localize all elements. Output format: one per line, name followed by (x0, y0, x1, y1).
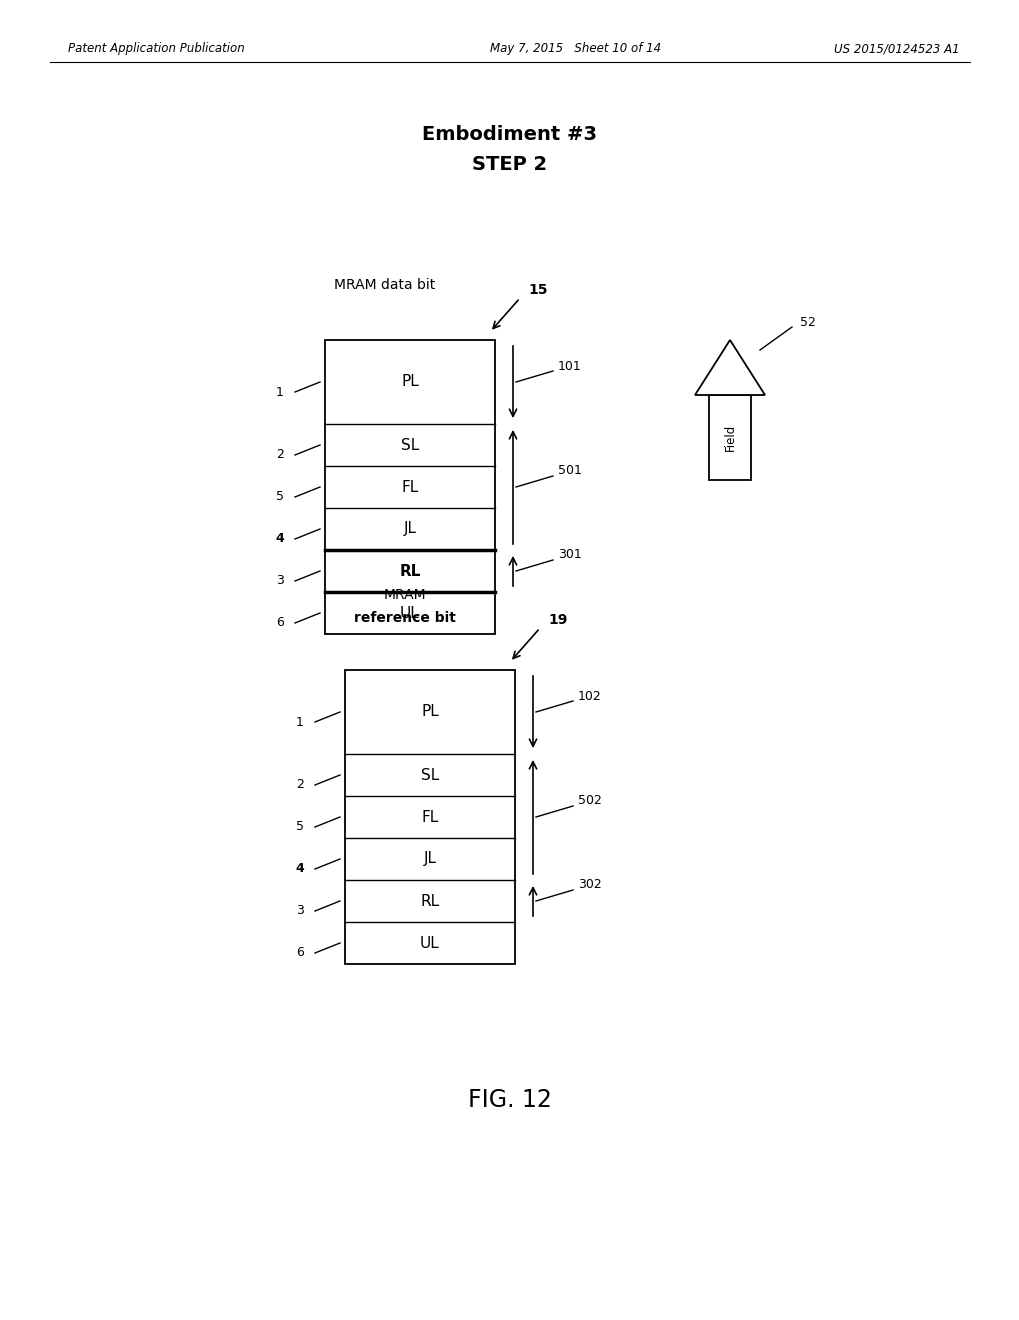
Text: 302: 302 (578, 879, 601, 891)
Text: reference bit: reference bit (354, 611, 455, 624)
Text: May 7, 2015   Sheet 10 of 14: May 7, 2015 Sheet 10 of 14 (489, 42, 660, 55)
Text: PL: PL (421, 705, 438, 719)
Text: MRAM: MRAM (383, 587, 426, 602)
Text: 101: 101 (557, 359, 581, 372)
Text: 6: 6 (296, 946, 304, 960)
Text: 501: 501 (557, 465, 581, 478)
Text: 5: 5 (276, 491, 283, 503)
Text: STEP 2: STEP 2 (472, 156, 547, 174)
Text: FL: FL (401, 479, 418, 495)
Text: UL: UL (420, 936, 439, 950)
Text: 5: 5 (296, 821, 304, 833)
Polygon shape (694, 341, 764, 395)
Text: PL: PL (400, 375, 419, 389)
Text: 19: 19 (547, 612, 567, 627)
Text: 3: 3 (276, 574, 283, 587)
Text: US 2015/0124523 A1: US 2015/0124523 A1 (834, 42, 959, 55)
Text: 301: 301 (557, 549, 581, 561)
Text: SL: SL (421, 767, 439, 783)
Text: UL: UL (399, 606, 420, 620)
Text: 4: 4 (294, 862, 304, 875)
Text: JL: JL (423, 851, 436, 866)
Text: 502: 502 (578, 795, 601, 808)
Bar (708, 395, 750, 480)
Text: Embodiment #3: Embodiment #3 (422, 125, 597, 144)
Text: Patent Application Publication: Patent Application Publication (68, 42, 245, 55)
Bar (344, 671, 515, 964)
Text: FL: FL (421, 809, 438, 825)
Text: RL: RL (420, 894, 439, 908)
Text: MRAM data bit: MRAM data bit (334, 279, 435, 292)
Text: 102: 102 (578, 689, 601, 702)
Text: 52: 52 (799, 315, 815, 329)
Text: 15: 15 (528, 282, 547, 297)
Text: 2: 2 (296, 779, 304, 792)
Text: 4: 4 (275, 532, 283, 545)
Text: RL: RL (398, 564, 420, 578)
Text: Field: Field (722, 424, 736, 451)
Text: JL: JL (404, 521, 416, 536)
Bar (325, 341, 494, 634)
Text: 1: 1 (296, 715, 304, 729)
Text: 1: 1 (276, 385, 283, 399)
Text: SL: SL (400, 437, 419, 453)
Text: 6: 6 (276, 616, 283, 630)
Text: 2: 2 (276, 449, 283, 462)
Text: FIG. 12: FIG. 12 (468, 1088, 551, 1111)
Text: 3: 3 (296, 904, 304, 917)
